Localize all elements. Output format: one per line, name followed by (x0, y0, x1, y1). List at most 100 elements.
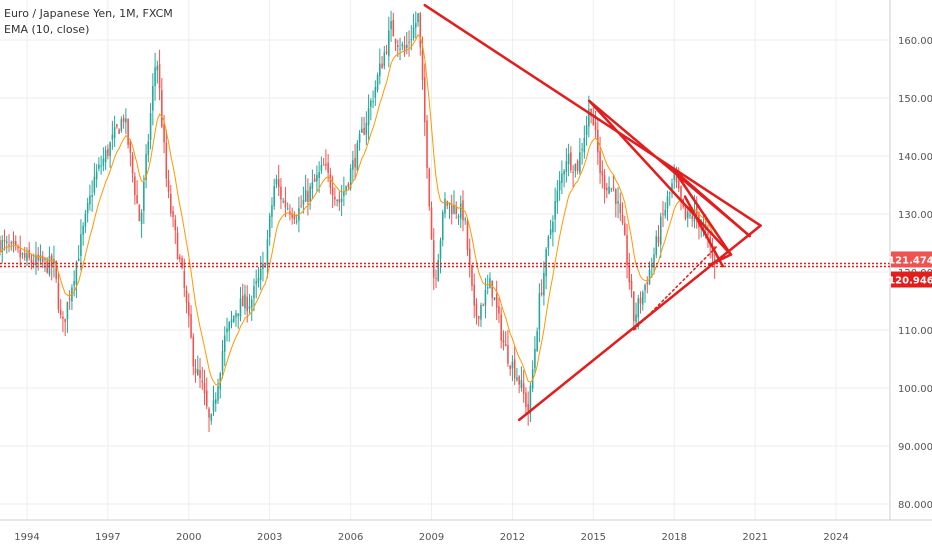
candle-body (536, 331, 538, 352)
candle-body (498, 306, 500, 314)
price-axis-tick-label: 80.000 (898, 500, 932, 511)
candle-body (338, 199, 341, 203)
candle-body (100, 165, 102, 167)
candle-body (165, 142, 168, 179)
candle-body (235, 312, 237, 318)
candle-body (394, 39, 397, 44)
candle-body (3, 239, 6, 242)
candle-body (217, 385, 219, 401)
candle-body (711, 247, 714, 258)
candle-body (406, 44, 408, 49)
candle-body (621, 214, 624, 223)
candle-body (152, 86, 154, 111)
symbol-title: Euro / Japanese Yen, 1M, FXCM (4, 7, 173, 20)
price-axis-tick-label: 160.000 (898, 36, 932, 47)
candle-body (493, 297, 496, 300)
candle-body (62, 316, 64, 319)
ema-indicator-label[interactable]: EMA (10, close) (4, 23, 90, 36)
candle-body (17, 246, 19, 249)
candle-body (327, 162, 329, 173)
trendline[interactable] (423, 3, 762, 227)
candle-body (176, 232, 179, 260)
price-axis-tick-label: 110.000 (898, 326, 932, 337)
candle-body (388, 30, 390, 57)
candle-body (257, 277, 260, 283)
candle-body (534, 348, 536, 369)
candle-body (293, 215, 296, 220)
candle-body (125, 118, 127, 123)
candle-body (23, 253, 26, 258)
candle-body (561, 173, 563, 184)
candle-body (221, 350, 224, 371)
candle-body (486, 287, 489, 289)
candle-body (558, 180, 561, 191)
candle-body (707, 232, 709, 236)
candle-body (516, 377, 518, 381)
candle-body (385, 51, 388, 54)
trendline[interactable] (672, 169, 752, 238)
candle-body (253, 286, 255, 299)
candle-body (12, 241, 15, 244)
candle-body (66, 301, 69, 320)
candle-body (684, 206, 687, 219)
candle-body (181, 258, 183, 268)
candle-body (680, 186, 682, 200)
candle-body (241, 295, 244, 307)
candle-body (37, 254, 39, 261)
trendline[interactable] (672, 169, 733, 256)
candle-body (390, 21, 392, 30)
candle-body (10, 242, 13, 244)
candle-body (246, 296, 249, 312)
candle-body (628, 265, 631, 283)
candle-body (21, 253, 24, 255)
candle-body (48, 256, 51, 275)
candle-body (482, 304, 484, 306)
candle-body (307, 191, 309, 203)
candle-body (250, 299, 253, 308)
candle-body (655, 236, 658, 256)
candle-body (77, 258, 80, 261)
candle-body (156, 65, 159, 71)
candle-body (450, 205, 453, 215)
candle-body (446, 200, 449, 206)
time-axis-tick-label: 1997 (95, 532, 120, 543)
trendline[interactable] (517, 224, 762, 422)
candle-body (370, 100, 372, 107)
price-tag-lower[interactable]: 120.946 (888, 276, 932, 287)
price-axis-tick-label: 90.000 (898, 442, 932, 453)
candle-body (44, 258, 46, 260)
candle-body (480, 305, 482, 320)
time-axis-tick-label: 2015 (581, 532, 606, 543)
trendline[interactable] (588, 99, 733, 256)
time-axis-tick-label: 1994 (14, 532, 39, 543)
candle-body (538, 293, 541, 330)
candle-body (340, 198, 343, 202)
candle-body (459, 203, 462, 219)
candle-body (0, 240, 1, 253)
candle-body (194, 368, 197, 374)
candle-body (143, 181, 145, 211)
candle-body (237, 313, 240, 317)
trendline[interactable] (683, 195, 725, 268)
candle-body (64, 318, 66, 323)
candle-body (525, 392, 527, 408)
time-axis-tick-label: 2018 (662, 532, 687, 543)
candle-body (138, 204, 141, 222)
candle-body (590, 108, 592, 117)
candle-body (295, 221, 298, 223)
candle-body (608, 186, 610, 194)
candle-body (259, 268, 262, 281)
candle-body (432, 240, 435, 278)
candle-body (520, 380, 523, 388)
candle-body (73, 280, 75, 286)
candle-body (203, 382, 206, 394)
candle-body (507, 344, 509, 364)
candle-body (19, 249, 22, 258)
price-tag-upper[interactable]: 121.474 (888, 255, 932, 266)
candle-body (219, 373, 222, 390)
dotted-trendline[interactable] (633, 245, 719, 331)
candle-body (248, 306, 251, 309)
candle-body (475, 303, 478, 317)
